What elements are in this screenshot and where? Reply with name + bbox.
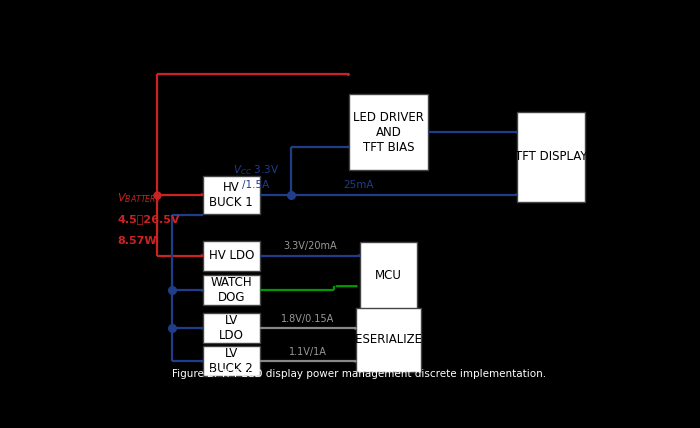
Text: 8.57W: 8.57W	[118, 236, 157, 246]
FancyBboxPatch shape	[203, 313, 260, 343]
FancyBboxPatch shape	[203, 176, 260, 214]
Text: Figure 2. TFT-LCD display power management discrete implementation.: Figure 2. TFT-LCD display power manageme…	[172, 369, 546, 379]
Text: MCU: MCU	[375, 269, 402, 282]
Text: $\mathit{V}$$_{\mathit{BATTERY}}$: $\mathit{V}$$_{\mathit{BATTERY}}$	[118, 191, 163, 205]
Text: 25mA: 25mA	[344, 181, 374, 190]
Text: DESERIALIZER: DESERIALIZER	[346, 333, 430, 346]
Text: HV LDO: HV LDO	[209, 249, 254, 262]
Text: HV
BUCK 1: HV BUCK 1	[209, 181, 253, 209]
Text: LED DRIVER
AND
TFT BIAS: LED DRIVER AND TFT BIAS	[354, 110, 424, 154]
Text: LV
BUCK 2: LV BUCK 2	[209, 347, 253, 375]
Text: $V_{CC}$ 3.3V: $V_{CC}$ 3.3V	[232, 163, 279, 177]
Text: TFT DISPLAY: TFT DISPLAY	[515, 150, 587, 163]
FancyBboxPatch shape	[203, 346, 260, 376]
FancyBboxPatch shape	[360, 242, 417, 309]
Text: LV
LDO: LV LDO	[219, 314, 244, 342]
FancyBboxPatch shape	[203, 241, 260, 270]
Text: WATCH
DOG: WATCH DOG	[211, 276, 252, 304]
Text: /1.5A: /1.5A	[242, 181, 270, 190]
Text: 1.8V/0.15A: 1.8V/0.15A	[281, 314, 335, 324]
Text: 1.1V/1A: 1.1V/1A	[289, 347, 327, 357]
Text: 3.3V/20mA: 3.3V/20mA	[283, 241, 337, 252]
FancyBboxPatch shape	[517, 112, 585, 202]
FancyBboxPatch shape	[349, 94, 428, 170]
FancyBboxPatch shape	[356, 308, 421, 372]
FancyBboxPatch shape	[203, 276, 260, 305]
Text: 4.5～26.5V: 4.5～26.5V	[118, 214, 180, 224]
